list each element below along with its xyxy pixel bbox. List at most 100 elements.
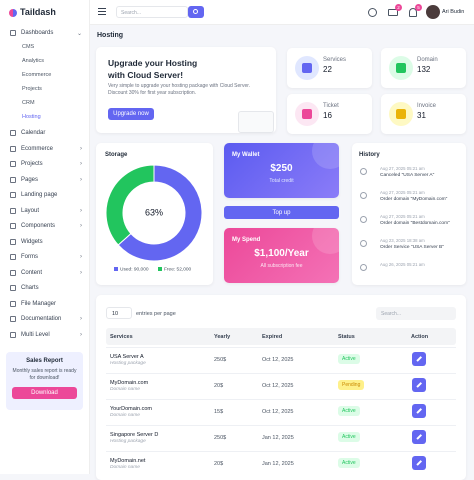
chevron: › [80, 223, 82, 229]
nav-item[interactable]: Content › [10, 269, 82, 276]
nav-icon [10, 300, 16, 307]
stat-value: 16 [323, 111, 332, 120]
history-text: Order Service "USA Server B" [380, 245, 444, 250]
menu-toggle[interactable] [98, 8, 106, 9]
nav-item[interactable]: Projects › [10, 161, 82, 167]
nav-item[interactable]: Components › [10, 223, 82, 229]
edit-button[interactable] [412, 404, 426, 418]
illustration [238, 111, 274, 133]
chevron: ⌄ [76, 30, 82, 37]
nav-item[interactable]: Ecommerce › [10, 145, 82, 152]
chevron: › [80, 145, 82, 152]
upgrade-button[interactable]: Upgrade now [108, 108, 154, 120]
nav-subitem[interactable]: CRM [22, 100, 35, 106]
stat-value: 31 [417, 111, 426, 120]
bell-badge: 5 [415, 4, 422, 11]
chevron: › [80, 207, 82, 214]
nav-subitem[interactable]: Ecommerce [22, 72, 52, 78]
settings-icon[interactable] [368, 8, 377, 17]
nav-item[interactable]: Dashboards ⌄ [10, 30, 82, 37]
nav-item[interactable]: Multi Level › [10, 331, 82, 338]
nav-item[interactable]: Pages › [10, 176, 82, 183]
avatar[interactable] [426, 5, 440, 19]
nav-subitem[interactable]: Hosting [22, 114, 41, 120]
yearly: 15$ [214, 409, 224, 415]
service-name: USA Server A [110, 354, 144, 360]
stat-text: Services 22 [323, 57, 346, 74]
nav-icon [10, 192, 16, 198]
logo: Taildash [20, 7, 56, 17]
nav-subitem[interactable]: Projects [22, 86, 42, 92]
edit-icon [416, 460, 422, 466]
nav-item[interactable]: Documentation › [10, 316, 82, 322]
expired: Oct 12, 2025 [262, 357, 294, 363]
row-divider [106, 373, 456, 374]
yearly: 20$ [214, 461, 224, 467]
status-badge: Active [338, 432, 360, 442]
edit-button[interactable] [412, 456, 426, 470]
history-date: Aug 27, 2025 05:21 am [380, 214, 425, 219]
nav-label: Projects [21, 161, 43, 167]
nav-item[interactable]: Forms › [10, 254, 82, 260]
nav-item[interactable]: Calendar [10, 130, 82, 136]
table-search[interactable]: Search... [376, 307, 456, 320]
nav-label: Dashboards [21, 30, 54, 36]
spend-amount: $1,100/Year [254, 248, 309, 259]
nav-icon [10, 30, 16, 36]
stat-icon-dot [302, 63, 312, 73]
stat-label: Invoice [417, 103, 437, 109]
edit-button[interactable] [412, 378, 426, 392]
nav-icon [10, 130, 16, 136]
chevron: › [80, 161, 82, 167]
edit-button[interactable] [412, 352, 426, 366]
stat-text: Invoice 31 [417, 103, 436, 120]
nav-subitem[interactable]: CMS [22, 44, 35, 50]
spend-card: My Spend $1,100/Year All subscription fe… [224, 228, 339, 283]
spend-caption: All subscription fee [260, 263, 303, 269]
mail-icon[interactable] [388, 9, 398, 16]
service-type: Domain name [110, 413, 140, 418]
donut-segment[interactable] [117, 164, 203, 262]
download-button[interactable]: Download [12, 387, 77, 399]
nav-icon [10, 223, 16, 229]
page-size-select[interactable]: 10 [106, 307, 132, 319]
stat-card: Services 22 [287, 48, 372, 88]
search-input[interactable]: Search... [116, 6, 188, 18]
nav-item[interactable]: Layout › [10, 207, 82, 214]
column-header: Action [411, 334, 429, 340]
nav-icon [10, 331, 16, 338]
donut-segment[interactable] [105, 164, 155, 246]
history-text: Canceled "USA Server A" [380, 173, 435, 178]
edit-button[interactable] [412, 430, 426, 444]
edit-icon [416, 434, 422, 440]
user-name[interactable]: Ari Budin [442, 9, 465, 15]
service-type: Hosting package [110, 439, 146, 444]
nav-item[interactable]: Charts [10, 285, 82, 291]
nav-item[interactable]: File Manager [10, 300, 82, 307]
stat-label: Services [323, 57, 347, 63]
row-divider [106, 399, 456, 400]
service-type: Domain name [110, 387, 140, 392]
nav-subitem[interactable]: Analytics [22, 58, 45, 64]
top-up-button[interactable]: Top up [224, 206, 339, 219]
column-header: Yearly [214, 334, 231, 340]
column-header: Services [110, 334, 133, 340]
yearly: 20$ [214, 383, 224, 389]
search-button[interactable] [188, 6, 204, 18]
nav-label: Pages [21, 176, 39, 183]
service-type: Hosting package [110, 361, 146, 366]
nav-label: Documentation [21, 316, 62, 322]
nav-item[interactable]: Landing page [10, 192, 82, 198]
yearly: 250$ [214, 435, 227, 441]
sales-title: Sales Report [26, 358, 63, 364]
donut: 63% Used: 90,000 Free: 52,000 [105, 164, 203, 273]
nav-item[interactable]: Widgets [10, 238, 82, 245]
stat-label: Domain [417, 57, 438, 63]
stat-card: Domain 132 [381, 48, 466, 88]
expired: Oct 12, 2025 [262, 409, 294, 415]
bell-icon[interactable] [409, 8, 417, 17]
sales-report: Sales Report Monthly sales report is rea… [6, 352, 83, 410]
table-card: 10 entries per page Search... Services Ye… [96, 295, 466, 480]
status-badge: Pending [338, 380, 365, 390]
